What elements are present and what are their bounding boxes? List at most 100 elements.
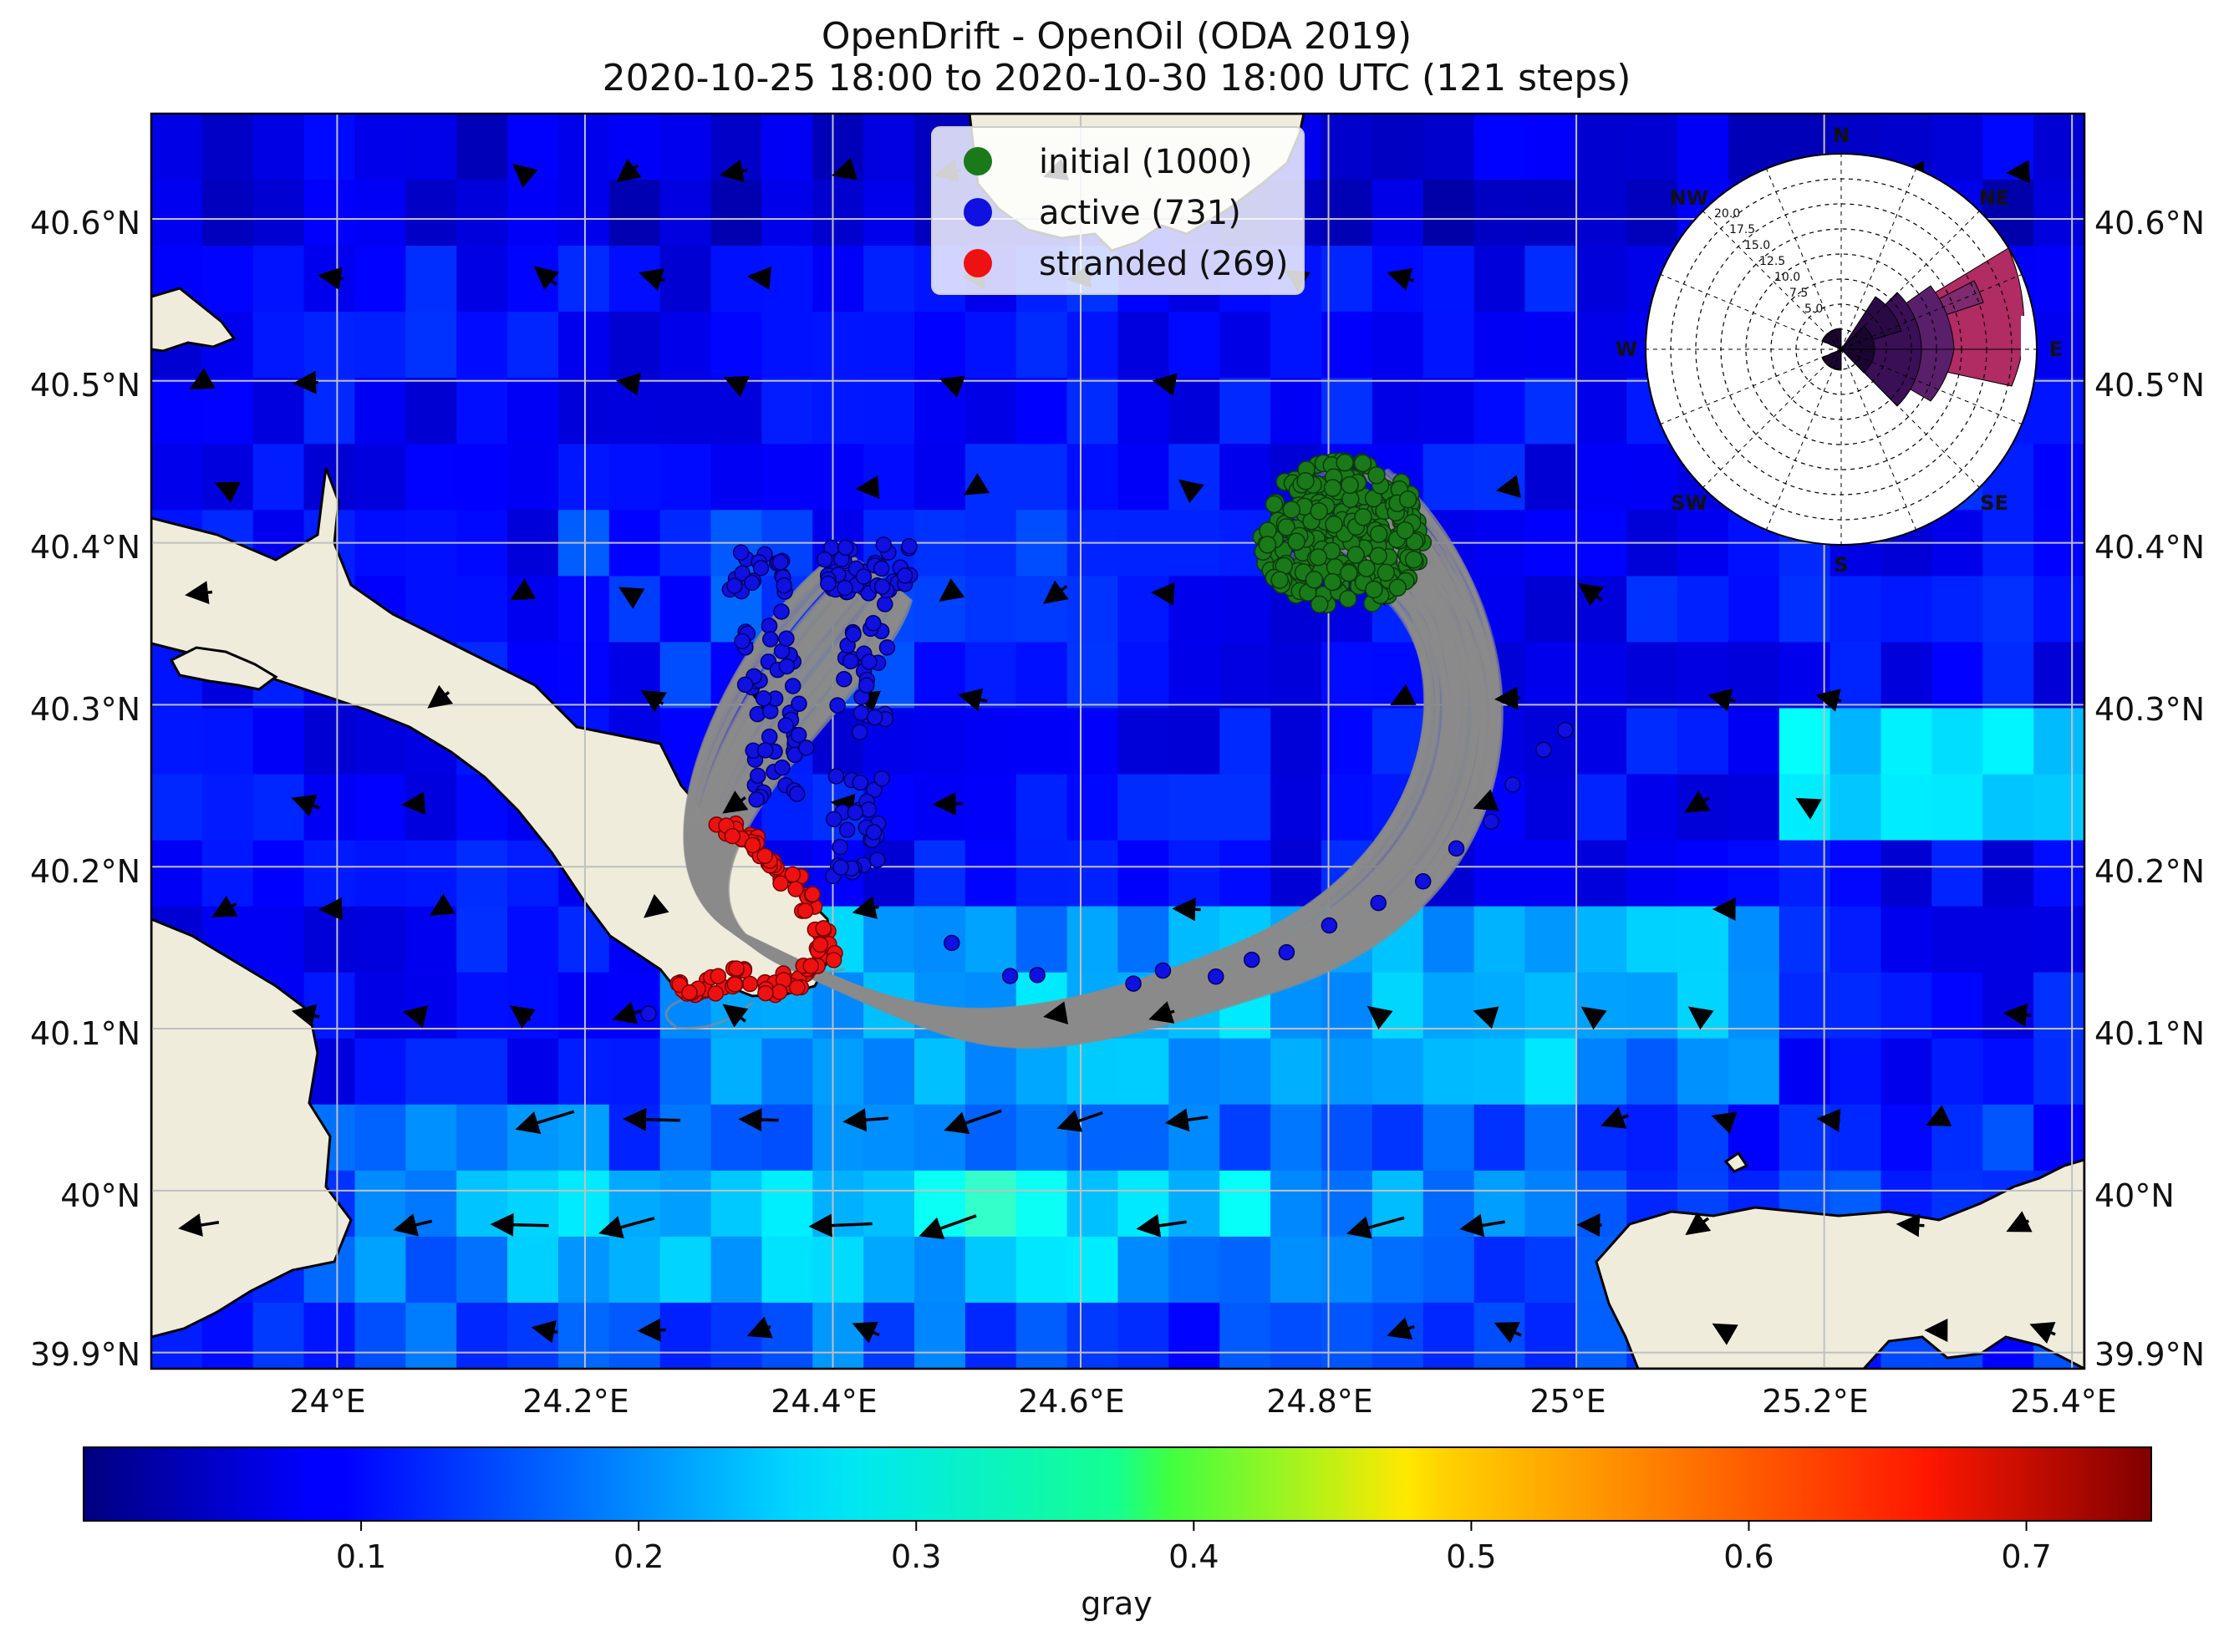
heat-cell bbox=[863, 114, 916, 181]
heat-cell bbox=[1575, 642, 1628, 709]
current-arrow bbox=[509, 1005, 536, 1029]
current-arrow bbox=[919, 1214, 977, 1240]
heat-cell bbox=[1473, 1170, 1526, 1238]
heat-cell bbox=[1371, 246, 1424, 313]
lon-tick-label: 24.2°E bbox=[522, 1383, 629, 1420]
trajectory-line bbox=[683, 478, 1430, 1014]
heat-cell bbox=[151, 114, 203, 181]
current-arrow bbox=[293, 370, 318, 394]
heat-cell bbox=[1270, 840, 1322, 907]
heat-cell bbox=[1117, 708, 1170, 775]
current-arrow bbox=[939, 375, 966, 399]
heat-cell bbox=[964, 774, 1017, 841]
heat-cell bbox=[1575, 1104, 1628, 1172]
current-arrow bbox=[2006, 160, 2031, 184]
heat-cell bbox=[1626, 444, 1679, 511]
heat-cell bbox=[710, 378, 763, 445]
heat-cell bbox=[1575, 708, 1628, 775]
heat-cell bbox=[1626, 1038, 1679, 1106]
active-particle bbox=[762, 631, 779, 648]
heat-cell bbox=[1931, 1104, 1984, 1172]
current-arrow bbox=[429, 893, 455, 917]
heat-cell bbox=[1575, 246, 1628, 313]
heat-cell bbox=[1321, 312, 1373, 379]
heat-cell bbox=[1371, 1038, 1424, 1106]
heat-cell bbox=[863, 1236, 916, 1304]
active-particle bbox=[778, 630, 795, 648]
active-particle bbox=[1483, 813, 1499, 830]
current-arrow bbox=[1685, 1212, 1712, 1236]
heat-cell bbox=[354, 906, 407, 973]
current-arrow bbox=[1816, 1108, 1841, 1132]
current-arrow bbox=[842, 1108, 888, 1132]
heat-cell bbox=[1779, 1104, 1831, 1172]
current-arrow bbox=[1178, 479, 1204, 504]
heat-cell bbox=[1677, 708, 1729, 775]
heat-cell bbox=[1422, 114, 1475, 181]
heat-cell bbox=[1524, 1302, 1577, 1369]
heat-cell bbox=[1473, 1302, 1526, 1369]
lat-tick-label-right: 40.2°N bbox=[2094, 853, 2205, 890]
initial-particle bbox=[1365, 580, 1383, 599]
heat-cell bbox=[1422, 246, 1475, 313]
heat-cell bbox=[1982, 642, 2035, 709]
heat-cell bbox=[1168, 708, 1221, 775]
current-arrow bbox=[746, 267, 771, 290]
lat-tick-label-right: 40.3°N bbox=[2094, 691, 2205, 728]
heat-cell bbox=[1880, 1038, 1933, 1106]
initial-particle bbox=[1369, 546, 1387, 565]
initial-particle bbox=[1309, 548, 1328, 567]
heat-cell bbox=[659, 378, 712, 445]
latitude-axis-right: 39.9°N 40°N 40.1°N 40.2°N 40.3°N 40.4°N … bbox=[2094, 205, 2205, 1373]
rose-radial-label: 5.0 bbox=[1804, 302, 1823, 316]
heat-cell bbox=[863, 312, 916, 379]
heat-cell bbox=[507, 576, 559, 643]
heat-cell bbox=[710, 1038, 763, 1106]
rose-direction-sw: SW bbox=[1671, 491, 1707, 515]
heat-cell bbox=[1830, 840, 1882, 907]
current-arrow bbox=[618, 587, 645, 609]
heat-cell bbox=[1575, 1170, 1628, 1238]
current-arrow bbox=[639, 268, 665, 291]
heat-cell bbox=[1219, 1302, 1272, 1369]
active-particle bbox=[878, 639, 896, 656]
heat-cell bbox=[1524, 1236, 1577, 1304]
heat-cell bbox=[1728, 708, 1780, 775]
heat-cell bbox=[1422, 1236, 1475, 1304]
heat-cell bbox=[761, 1170, 814, 1238]
heat-cell bbox=[405, 180, 458, 247]
current-arrow bbox=[1390, 684, 1417, 705]
colorbar-tick-label: 0.7 bbox=[2001, 1538, 2051, 1575]
current-arrow bbox=[932, 791, 963, 816]
initial-particle bbox=[1340, 563, 1358, 582]
initial-particle bbox=[1305, 570, 1324, 589]
heat-cell bbox=[1422, 180, 1475, 247]
heat-cell bbox=[557, 312, 610, 379]
heat-cell bbox=[1728, 642, 1780, 709]
active-particles bbox=[640, 536, 1574, 1022]
current-arrow bbox=[719, 159, 748, 183]
heat-cell bbox=[1524, 444, 1577, 511]
current-arrow bbox=[1795, 798, 1822, 820]
rose-petal bbox=[1821, 348, 1842, 371]
figure-subtitle: 2020-10-25 18:00 to 2020-10-30 18:00 UTC… bbox=[603, 57, 1631, 99]
heat-cell bbox=[557, 1038, 610, 1106]
heat-cell bbox=[1117, 444, 1170, 511]
active-particle bbox=[855, 568, 873, 585]
heat-cell bbox=[608, 1104, 661, 1172]
heat-cell bbox=[964, 576, 1017, 643]
lon-tick-label: 25.4°E bbox=[2010, 1383, 2117, 1420]
current-arrow bbox=[1056, 1110, 1103, 1132]
current-arrow bbox=[944, 1109, 1002, 1135]
active-particle bbox=[873, 560, 890, 577]
heat-cell bbox=[557, 180, 610, 247]
stranded-particle bbox=[744, 836, 761, 854]
heat-cell bbox=[1982, 774, 2035, 841]
heat-cell bbox=[201, 180, 254, 247]
heat-cell bbox=[1779, 1038, 1831, 1106]
active-particle bbox=[743, 574, 761, 592]
heat-cell bbox=[1066, 840, 1119, 907]
stranded-particle bbox=[681, 984, 698, 1001]
current-arrow bbox=[531, 1319, 558, 1344]
heat-cell bbox=[456, 1104, 509, 1172]
